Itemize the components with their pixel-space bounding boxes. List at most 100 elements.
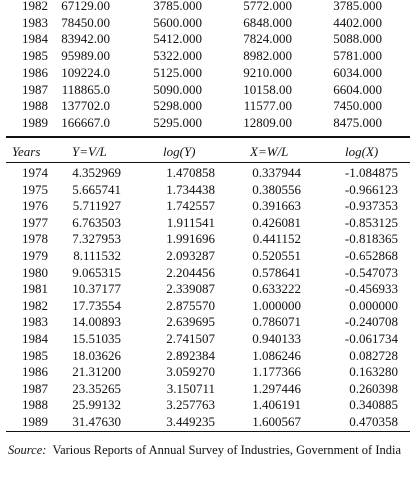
year-cell: 1985 — [22, 48, 48, 64]
value-cell: 0.578641 — [252, 264, 301, 280]
value-cell: 6604.000 — [333, 81, 382, 97]
value-cell: 9210.000 — [243, 64, 292, 80]
value-cell: 1.086246 — [252, 347, 301, 363]
year-cell: 1985 — [22, 347, 48, 363]
value-cell: 5.665741 — [72, 181, 121, 197]
source-note: Source: Various Reports of Annual Survey… — [8, 442, 408, 458]
value-cell: 78450.00 — [61, 14, 110, 30]
value-cell: 6.763503 — [72, 214, 121, 230]
year-cell: 1979 — [22, 248, 48, 263]
value-cell: 3.059270 — [166, 364, 215, 380]
value-cell: 3785.000 — [333, 0, 382, 13]
value-cell: 2.892384 — [166, 347, 215, 363]
value-cell: -1.084875 — [344, 165, 398, 180]
year-cell: 1986 — [22, 64, 48, 80]
year-cell: 1977 — [22, 214, 48, 230]
value-cell: 5772.000 — [243, 0, 292, 13]
value-cell: 1.991696 — [166, 231, 215, 247]
value-cell: 31.47630 — [72, 414, 121, 429]
year-cell: 1980 — [22, 264, 48, 280]
value-cell: 0.000000 — [349, 297, 398, 313]
value-cell: 7.327953 — [72, 231, 121, 247]
year-cell: 1987 — [22, 380, 48, 396]
value-cell: 5412.000 — [153, 31, 202, 47]
bottom-rule — [6, 431, 410, 432]
value-cell: 5295.000 — [153, 114, 202, 130]
value-cell: 0.380556 — [252, 181, 301, 197]
value-cell: 11577.00 — [243, 98, 292, 114]
year-cell: 1989 — [22, 114, 48, 130]
year-cell: 1978 — [22, 231, 48, 247]
value-cell: 0.082728 — [349, 347, 398, 363]
value-cell: 7450.000 — [333, 98, 382, 114]
value-cell: 0.441152 — [252, 231, 301, 247]
value-cell: 118865.0 — [61, 81, 110, 97]
value-cell: -0.652868 — [344, 248, 398, 263]
year-cell: 1983 — [22, 14, 48, 30]
value-cell: 1.177366 — [252, 364, 301, 380]
value-cell: 166667.0 — [61, 114, 110, 130]
value-cell: 0.340885 — [349, 397, 398, 413]
value-cell: 83942.00 — [61, 31, 110, 47]
value-cell: 0.163280 — [349, 364, 398, 380]
value-cell: 0.786071 — [252, 314, 301, 330]
value-cell: -0.818365 — [344, 231, 398, 247]
value-cell: 5.711927 — [72, 198, 121, 214]
source-text: Various Reports of Annual Survey of Indu… — [52, 443, 402, 457]
value-cell: 2.875570 — [166, 297, 215, 313]
value-cell: 6034.000 — [333, 64, 382, 80]
value-cell: 0.633222 — [252, 281, 301, 297]
column-header: Y=V/L — [72, 144, 107, 159]
value-cell: 95989.00 — [61, 48, 110, 64]
column-header: Years — [12, 144, 41, 159]
source-label: Source: — [8, 443, 47, 457]
value-cell: -0.240708 — [344, 314, 398, 330]
value-cell: 1.000000 — [252, 297, 301, 313]
value-cell: 1.600567 — [252, 414, 301, 429]
value-cell: 21.31200 — [72, 364, 121, 380]
value-cell: 17.73554 — [72, 297, 121, 313]
year-cell: 1989 — [22, 414, 48, 429]
year-cell: 1976 — [22, 198, 48, 214]
value-cell: 2.741507 — [166, 331, 215, 346]
value-cell: 0.260398 — [349, 380, 398, 396]
value-cell: 0.426081 — [252, 214, 301, 230]
year-cell: 1975 — [22, 181, 48, 197]
value-cell: 5322.000 — [153, 48, 202, 64]
year-cell: 1987 — [22, 81, 48, 97]
value-cell: 4402.000 — [333, 14, 382, 30]
value-cell: 0.940133 — [252, 331, 301, 346]
value-cell: 10.37177 — [72, 281, 121, 297]
year-cell: 1974 — [22, 165, 48, 180]
value-cell: 2.093287 — [166, 248, 215, 263]
value-cell: -0.853125 — [344, 214, 398, 230]
year-cell: 1982 — [22, 297, 48, 313]
value-cell: 4.352969 — [72, 165, 121, 180]
year-cell: 1988 — [22, 98, 48, 114]
year-cell: 1988 — [22, 397, 48, 413]
value-cell: 109224.0 — [61, 64, 110, 80]
value-cell: 5298.000 — [153, 98, 202, 114]
year-cell: 1984 — [22, 31, 48, 47]
value-cell: 9.065315 — [72, 264, 121, 280]
year-cell: 1986 — [22, 364, 48, 380]
year-cell: 1982 — [22, 0, 48, 13]
value-cell: -0.061734 — [344, 331, 398, 346]
value-cell: 7824.000 — [243, 31, 292, 47]
value-cell: 1.742557 — [166, 198, 215, 214]
value-cell: 1.406191 — [252, 397, 301, 413]
value-cell: 18.03626 — [72, 347, 121, 363]
value-cell: 2.339087 — [166, 281, 215, 297]
value-cell: 6848.000 — [243, 14, 292, 30]
value-cell: 8475.000 — [333, 114, 382, 130]
value-cell: 5088.000 — [333, 31, 382, 47]
value-cell: 10158.00 — [243, 81, 292, 97]
value-cell: 8.111532 — [73, 248, 121, 263]
value-cell: 2.639695 — [166, 314, 215, 330]
value-cell: 3.257763 — [166, 397, 215, 413]
thick-rule — [6, 136, 410, 138]
value-cell: 15.51035 — [72, 331, 121, 346]
value-cell: 67129.00 — [61, 0, 110, 13]
value-cell: -0.966123 — [344, 181, 398, 197]
